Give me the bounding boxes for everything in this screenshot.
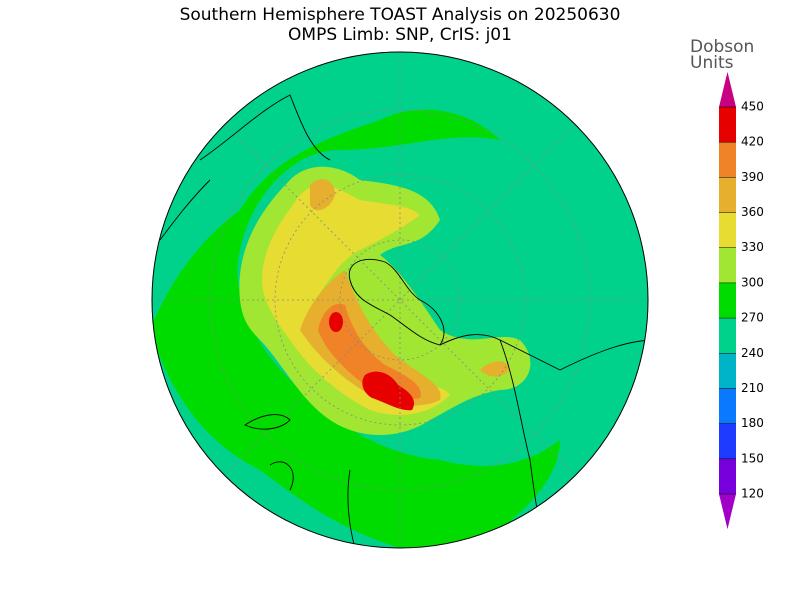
colorbar-tick-label: 240 <box>741 346 764 360</box>
colorbar-tick-label: 450 <box>741 100 764 114</box>
colorbar-segment <box>719 142 736 178</box>
colorbar-tick-label: 180 <box>741 416 764 430</box>
colorbar-segment <box>719 423 736 459</box>
region <box>152 109 560 548</box>
colorbar-over <box>719 71 736 107</box>
graticule <box>152 52 648 548</box>
colorbar-segment <box>719 177 736 213</box>
colorbar-tick-label: 360 <box>741 205 764 219</box>
map <box>152 52 648 548</box>
colorbar-tick-label: 420 <box>741 135 764 149</box>
map-border <box>151 51 649 549</box>
colorbar-segment <box>719 388 736 424</box>
colorbar-segment <box>719 247 736 283</box>
colorbar-segment <box>719 107 736 143</box>
colorbar-tick-label: 270 <box>741 311 764 325</box>
region <box>329 312 343 332</box>
colorbar-tick-label: 330 <box>741 240 764 254</box>
colorbar-tick-label: 150 <box>741 451 764 465</box>
colorbar-segment <box>719 318 736 354</box>
colorbar-tick-label: 300 <box>741 275 764 289</box>
region <box>362 371 415 411</box>
region <box>262 185 450 415</box>
colorbar-label: Units <box>690 53 734 73</box>
colorbar-tick-label: 390 <box>741 170 764 184</box>
colorbar-segment <box>719 282 736 319</box>
colorbar-segment <box>719 212 736 248</box>
region <box>300 270 441 406</box>
colorbar-tick-label: 120 <box>741 487 764 501</box>
region <box>480 361 510 377</box>
region <box>445 220 478 254</box>
region <box>310 179 335 211</box>
colorbar-under <box>719 494 736 530</box>
colorbar-segment <box>719 458 736 494</box>
title: Southern Hemisphere TOAST Analysis on 20… <box>180 5 621 25</box>
colorbar-label: Dobson <box>690 37 754 57</box>
colorbar-tick-label: 210 <box>741 381 764 395</box>
subtitle: OMPS Limb: SNP, CrIS: j01 <box>288 25 512 45</box>
colorbar-segment <box>719 353 736 389</box>
